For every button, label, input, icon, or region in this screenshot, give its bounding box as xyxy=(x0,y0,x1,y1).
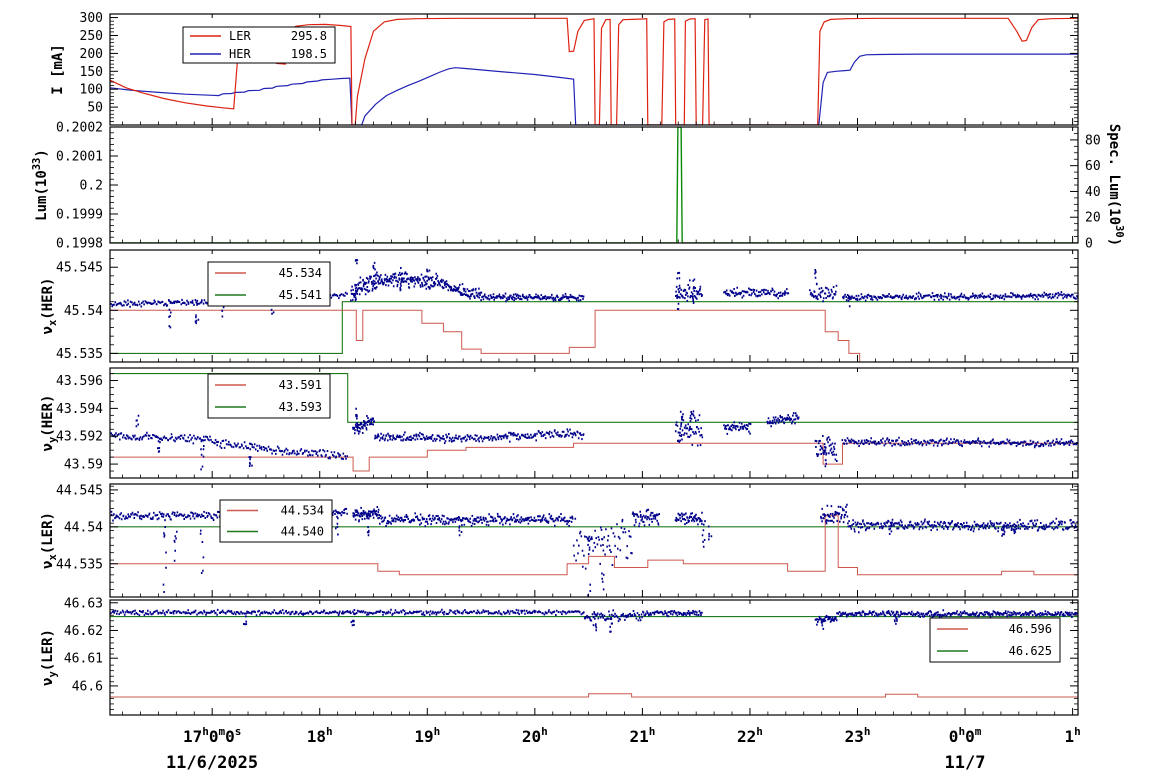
svg-text:LER: LER xyxy=(229,29,251,43)
svg-text:νy(HER): νy(HER) xyxy=(40,395,59,452)
svg-text:17h0m0s: 17h0m0s xyxy=(183,725,241,746)
svg-text:43.596: 43.596 xyxy=(56,374,103,389)
svg-text:44.534: 44.534 xyxy=(281,504,324,518)
svg-text:43.592: 43.592 xyxy=(56,430,103,445)
svg-text:18h: 18h xyxy=(307,725,333,746)
x-axis-date-right: 11/7 xyxy=(944,753,986,773)
svg-text:Lum(1033): Lum(1033) xyxy=(31,149,50,221)
svg-text:46.596: 46.596 xyxy=(1009,622,1052,636)
svg-text:44.540: 44.540 xyxy=(281,525,324,539)
svg-text:νx(LER): νx(LER) xyxy=(40,512,59,569)
svg-text:HER: HER xyxy=(229,47,251,61)
svg-text:21h: 21h xyxy=(629,725,655,746)
svg-text:250: 250 xyxy=(80,29,103,44)
svg-text:20: 20 xyxy=(1085,211,1101,226)
svg-text:19h: 19h xyxy=(414,725,440,746)
svg-text:44.545: 44.545 xyxy=(56,483,103,498)
svg-text:45.545: 45.545 xyxy=(56,261,103,276)
svg-text:46.63: 46.63 xyxy=(64,596,103,611)
svg-text:46.62: 46.62 xyxy=(64,624,103,639)
svg-text:20h: 20h xyxy=(522,725,548,746)
svg-text:0.2001: 0.2001 xyxy=(56,150,103,165)
svg-text:46.6: 46.6 xyxy=(72,679,103,694)
svg-text:50: 50 xyxy=(87,101,103,116)
svg-text:νx(HER): νx(HER) xyxy=(40,278,59,335)
svg-text:0h0m: 0h0m xyxy=(949,725,982,746)
svg-text:198.5: 198.5 xyxy=(291,47,327,61)
svg-text:46.61: 46.61 xyxy=(64,652,103,667)
svg-text:νy(LER): νy(LER) xyxy=(40,629,59,686)
svg-text:45.535: 45.535 xyxy=(56,347,103,362)
svg-text:45.54: 45.54 xyxy=(64,304,103,319)
svg-text:22h: 22h xyxy=(737,725,763,746)
svg-text:100: 100 xyxy=(80,83,103,98)
svg-text:40: 40 xyxy=(1085,185,1101,200)
svg-text:43.593: 43.593 xyxy=(279,400,322,414)
svg-text:I [mA]: I [mA] xyxy=(50,44,66,95)
svg-text:295.8: 295.8 xyxy=(291,29,327,43)
svg-text:150: 150 xyxy=(80,65,103,80)
svg-text:200: 200 xyxy=(80,47,103,62)
svg-text:45.541: 45.541 xyxy=(279,288,322,302)
svg-text:46.625: 46.625 xyxy=(1009,644,1052,658)
x-axis-date-left: 11/6/2025 xyxy=(165,753,259,773)
svg-text:0: 0 xyxy=(1085,237,1093,252)
svg-text:44.535: 44.535 xyxy=(56,557,103,572)
svg-text:0.1999: 0.1999 xyxy=(56,208,103,223)
svg-text:0.2: 0.2 xyxy=(80,179,103,194)
svg-text:300: 300 xyxy=(80,11,103,26)
svg-text:Spec. Lum(1030): Spec. Lum(1030) xyxy=(1106,124,1125,246)
svg-text:44.54: 44.54 xyxy=(64,520,103,535)
svg-text:80: 80 xyxy=(1085,133,1101,148)
svg-text:43.594: 43.594 xyxy=(56,402,103,417)
svg-text:60: 60 xyxy=(1085,159,1101,174)
svg-text:1h: 1h xyxy=(1064,725,1080,746)
svg-text:45.534: 45.534 xyxy=(279,266,322,280)
svg-text:43.591: 43.591 xyxy=(279,378,322,392)
svg-text:23h: 23h xyxy=(845,725,871,746)
svg-text:0.1998: 0.1998 xyxy=(56,237,103,252)
svg-text:0.2002: 0.2002 xyxy=(56,121,103,136)
svg-text:43.59: 43.59 xyxy=(64,458,103,473)
